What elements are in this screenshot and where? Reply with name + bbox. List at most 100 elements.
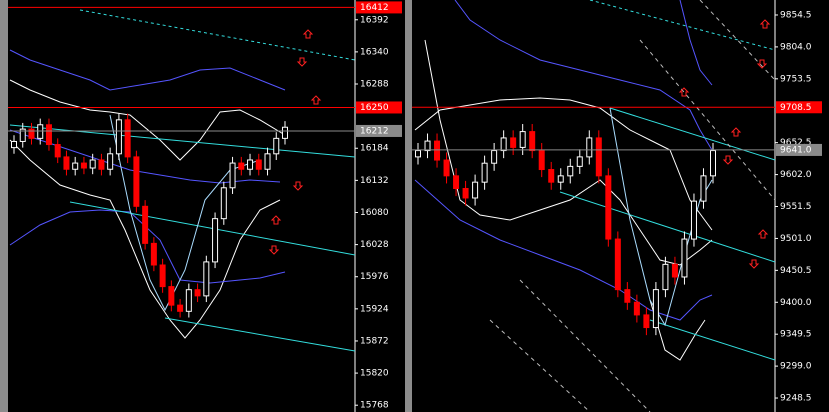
price-label-box bbox=[776, 143, 822, 156]
channel bbox=[519, 279, 651, 412]
candle-body bbox=[652, 289, 659, 329]
candle-body bbox=[700, 175, 707, 202]
candle-body bbox=[491, 150, 498, 164]
candle-body bbox=[576, 156, 583, 167]
band-upper bbox=[9, 79, 286, 161]
candle-body bbox=[443, 159, 450, 177]
candle-body bbox=[168, 286, 175, 306]
arrow-up bbox=[730, 127, 742, 137]
candle-body bbox=[80, 162, 87, 169]
y-tick-label: 15924 bbox=[360, 304, 389, 314]
candle-body bbox=[671, 263, 678, 278]
candle-body bbox=[72, 162, 79, 170]
candle-body bbox=[142, 205, 149, 244]
trend bbox=[609, 107, 713, 327]
y-tick-label: 9753.5 bbox=[780, 74, 812, 84]
candle-body bbox=[538, 150, 545, 171]
candle-body bbox=[159, 264, 166, 288]
candle-body bbox=[548, 169, 555, 183]
channel bbox=[9, 124, 356, 158]
y-tick-label: 16132 bbox=[360, 176, 389, 186]
candle-body bbox=[681, 238, 688, 278]
arrow-up bbox=[302, 29, 314, 39]
candle-body bbox=[662, 263, 669, 291]
band-upper bbox=[414, 97, 713, 231]
candle-body bbox=[133, 156, 140, 207]
candle-body bbox=[115, 119, 122, 155]
candle-body bbox=[255, 159, 262, 170]
y-tick-label: 9450.5 bbox=[780, 266, 812, 276]
candle-body bbox=[624, 289, 631, 303]
price-label: 16250 bbox=[360, 103, 389, 113]
arrow-down bbox=[748, 259, 760, 269]
candle-body bbox=[462, 187, 469, 199]
arrow-down bbox=[722, 155, 734, 165]
candle-body bbox=[185, 289, 192, 312]
channel bbox=[589, 0, 776, 51]
channel bbox=[699, 0, 776, 81]
candle-body bbox=[434, 140, 441, 161]
price-label-box bbox=[356, 124, 402, 137]
arrow-down bbox=[756, 59, 768, 69]
candle-body bbox=[177, 304, 184, 312]
arrow-up bbox=[757, 229, 769, 239]
candle-body bbox=[45, 124, 52, 146]
price-label-box bbox=[356, 101, 402, 114]
candle-body bbox=[481, 162, 488, 183]
candle-body bbox=[54, 144, 61, 158]
candle-body bbox=[529, 131, 536, 152]
candle-body bbox=[510, 137, 517, 148]
channel bbox=[559, 191, 776, 263]
price-label: 9708.5 bbox=[780, 103, 812, 113]
y-tick-label: 15872 bbox=[360, 336, 389, 346]
y-tick-label: 16392 bbox=[360, 15, 389, 25]
price-label-box bbox=[776, 101, 822, 114]
envelope bbox=[679, 0, 713, 86]
candle-body bbox=[194, 289, 201, 297]
candle-body bbox=[11, 140, 17, 149]
arrow-down bbox=[296, 57, 308, 67]
channel bbox=[79, 9, 356, 61]
candle-body bbox=[203, 261, 210, 297]
candle-body bbox=[453, 175, 460, 189]
candle-body bbox=[415, 150, 421, 158]
candle-body bbox=[282, 126, 288, 139]
candle-body bbox=[614, 238, 621, 291]
arrow-up bbox=[759, 19, 771, 29]
candle-body bbox=[643, 314, 650, 329]
y-tick-label: 9854.5 bbox=[780, 10, 812, 20]
candle-body bbox=[519, 131, 526, 148]
envelope bbox=[9, 49, 286, 91]
channel bbox=[639, 39, 776, 201]
y-tick-label: 9602.0 bbox=[780, 170, 812, 180]
candle-body bbox=[500, 137, 507, 152]
y-tick-label: 15820 bbox=[360, 369, 389, 379]
candle-body bbox=[150, 242, 157, 266]
candle-body bbox=[595, 137, 602, 177]
channel bbox=[489, 319, 591, 412]
channel bbox=[609, 107, 776, 161]
frame bbox=[405, 0, 412, 412]
y-tick-label: 9551.5 bbox=[780, 202, 812, 212]
channel bbox=[649, 319, 776, 361]
frame bbox=[0, 0, 8, 412]
y-tick-label: 15976 bbox=[360, 272, 389, 282]
candle-body bbox=[264, 153, 271, 170]
envelope bbox=[414, 179, 713, 321]
candle-body bbox=[220, 187, 227, 220]
candle-body bbox=[690, 200, 697, 240]
y-tick-label: 9804.0 bbox=[780, 42, 812, 52]
candle-body bbox=[273, 137, 280, 155]
candle-body bbox=[124, 119, 131, 158]
envelope bbox=[454, 0, 713, 151]
y-tick-label: 16028 bbox=[360, 240, 389, 250]
candle-body bbox=[107, 153, 114, 170]
indicators bbox=[9, 0, 776, 412]
candle-body bbox=[37, 124, 44, 139]
signal-arrows bbox=[268, 19, 771, 269]
price-label: 16412 bbox=[360, 3, 389, 13]
candle-body bbox=[710, 150, 716, 177]
candle-body bbox=[247, 159, 254, 170]
